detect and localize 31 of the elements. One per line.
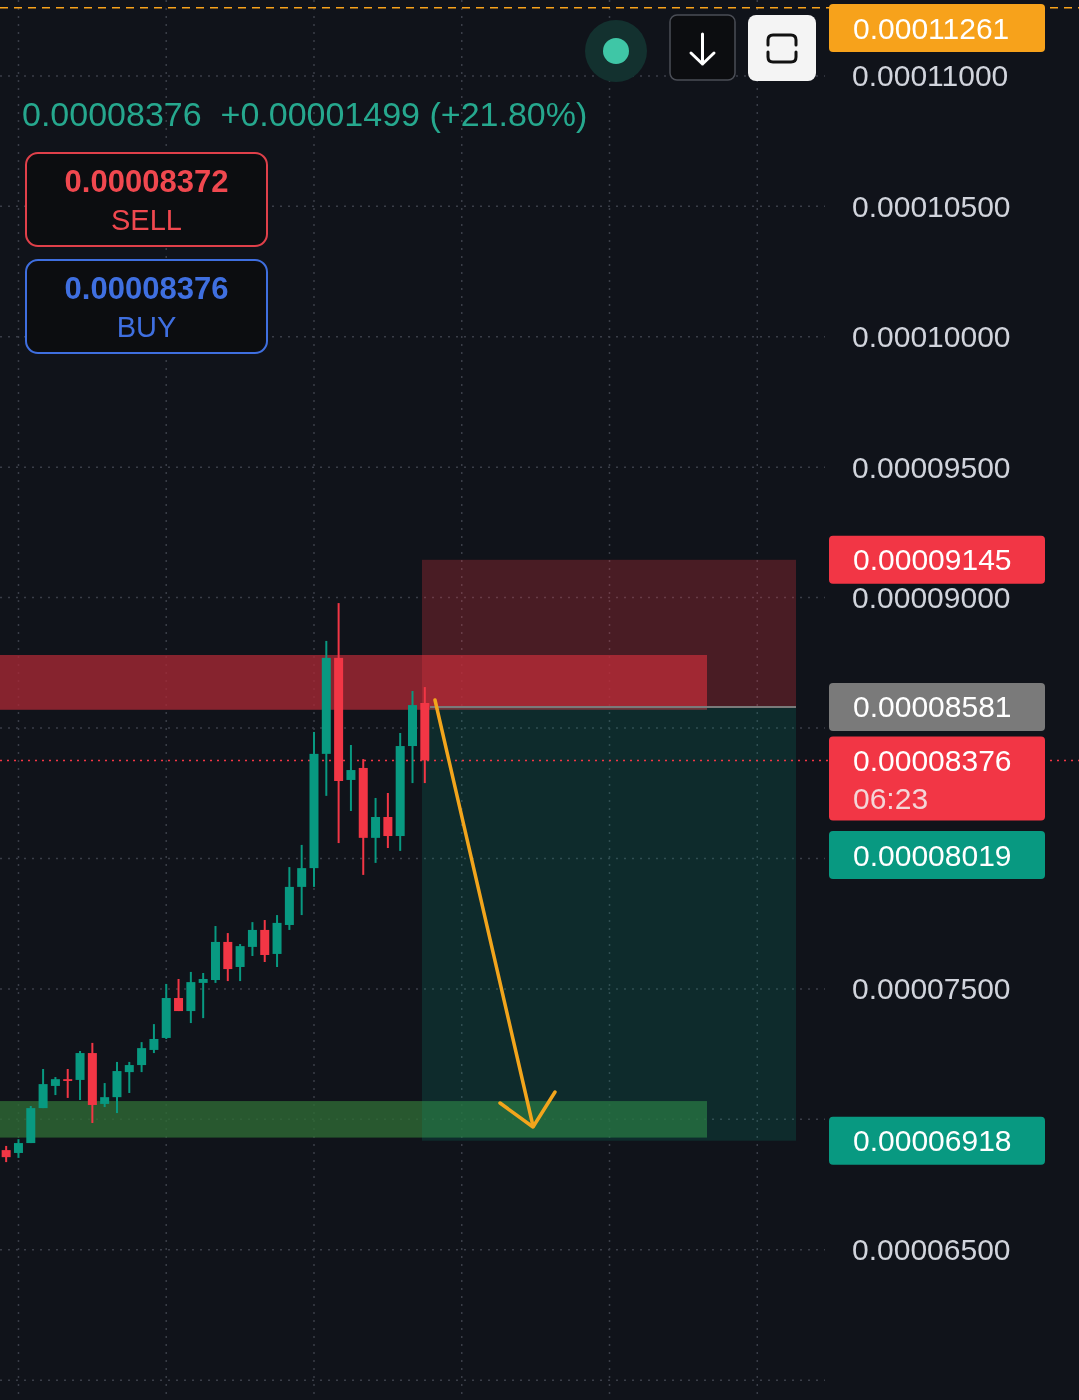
candlestick <box>137 1041 147 1074</box>
candlestick <box>63 1067 73 1099</box>
y-tick-label: 0.00010500 <box>852 189 1011 223</box>
ref-line-label: 0.00011261 <box>853 11 1010 45</box>
ref-line-label: 0.00008581 <box>853 690 1012 724</box>
text: 0.00008019 <box>853 838 1012 872</box>
y-tick-label: 0.00006500 <box>852 1233 1011 1267</box>
candlestick <box>247 921 257 958</box>
candlestick <box>371 796 381 864</box>
candlestick <box>38 1067 48 1110</box>
candlestick <box>100 1082 110 1109</box>
annotation: 0.00008376 BUY <box>64 270 229 344</box>
y-tick-label: 0.00010000 <box>852 320 1011 354</box>
y-tick-label: 0.00011000 <box>852 59 1009 93</box>
ref-line-label: 0.00008376 06:23 <box>853 743 1012 815</box>
band-label: 0.00006918 <box>853 1124 1012 1158</box>
annotation: 0.00008372 SELL <box>64 163 229 237</box>
candlestick <box>383 791 393 850</box>
candlestick <box>198 971 208 1020</box>
y-tick-label: 0.00009500 <box>852 450 1011 484</box>
candlestick <box>235 943 245 983</box>
candlestick <box>13 1138 23 1159</box>
candlestick <box>297 843 307 917</box>
band-label: 0.00009145 <box>853 543 1012 577</box>
y-tick-label: 0.00007500 <box>852 972 1011 1006</box>
y-tick-label: 0.00009000 <box>852 581 1011 615</box>
candlestick <box>346 744 356 812</box>
candlestick <box>149 1023 159 1055</box>
candlestick <box>174 977 184 1013</box>
candlestick <box>124 1060 134 1094</box>
text: 0.00008376 +0.00001499 (+21.80%) <box>22 95 588 133</box>
